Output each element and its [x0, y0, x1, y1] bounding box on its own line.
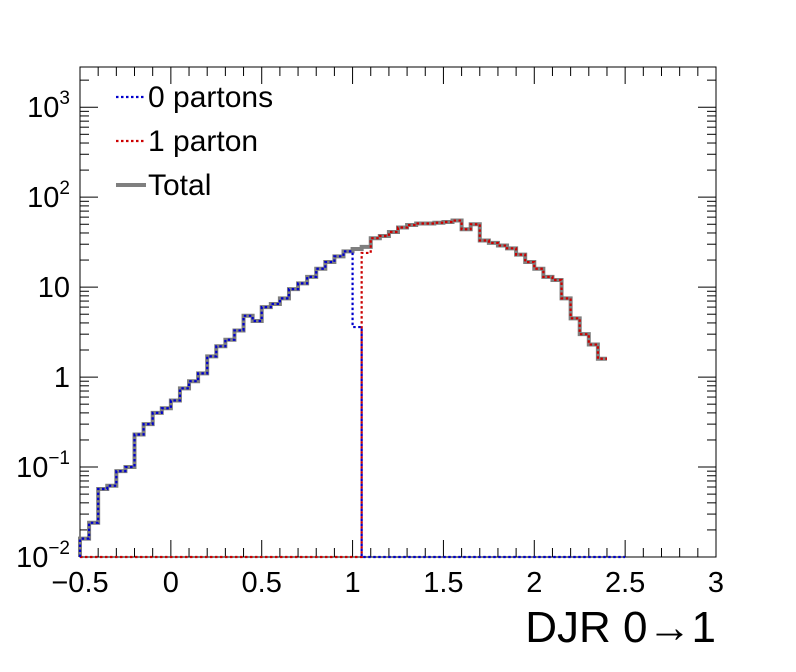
x-tick-label: 0.5	[242, 567, 282, 599]
y-tick-base: 10	[38, 272, 70, 304]
x-axis-title: DJR 0→1	[525, 603, 716, 652]
legend-label: 1 parton	[148, 125, 258, 158]
legend-label: 0 partons	[148, 81, 273, 114]
y-tick-base: 10	[27, 92, 59, 124]
series-1-parton-line	[80, 219, 607, 559]
y-tick-label: 10−1	[16, 448, 70, 484]
y-tick-label: 103	[27, 88, 70, 124]
y-tick-exponent: −2	[48, 538, 70, 559]
y-tick-base: 10	[16, 452, 48, 484]
x-tick-label: 3	[708, 567, 724, 599]
y-tick-label: 10	[38, 272, 70, 304]
y-tick-exponent: 3	[59, 88, 70, 109]
y-tick-label: 1	[54, 362, 70, 394]
x-tick-label: 2	[526, 567, 542, 599]
y-tick-exponent: −1	[48, 448, 70, 469]
x-tick-label: −0.5	[51, 567, 108, 599]
y-tick-label: 102	[27, 178, 70, 214]
y-tick-base: 1	[54, 362, 70, 394]
y-tick-base: 10	[27, 182, 59, 214]
y-tick-exponent: 2	[59, 178, 70, 199]
x-tick-label: 0	[163, 567, 179, 599]
series-0-partons-line	[78, 250, 626, 559]
x-tick-label: 2.5	[605, 567, 645, 599]
y-tick-label: 10−2	[16, 538, 70, 574]
series-total-line	[78, 218, 607, 557]
plot-frame	[79, 66, 717, 558]
y-tick-base: 10	[16, 542, 48, 574]
x-tick-label: 1.5	[423, 567, 463, 599]
legend-label: Total	[148, 169, 211, 202]
x-tick-label: 1	[345, 567, 361, 599]
